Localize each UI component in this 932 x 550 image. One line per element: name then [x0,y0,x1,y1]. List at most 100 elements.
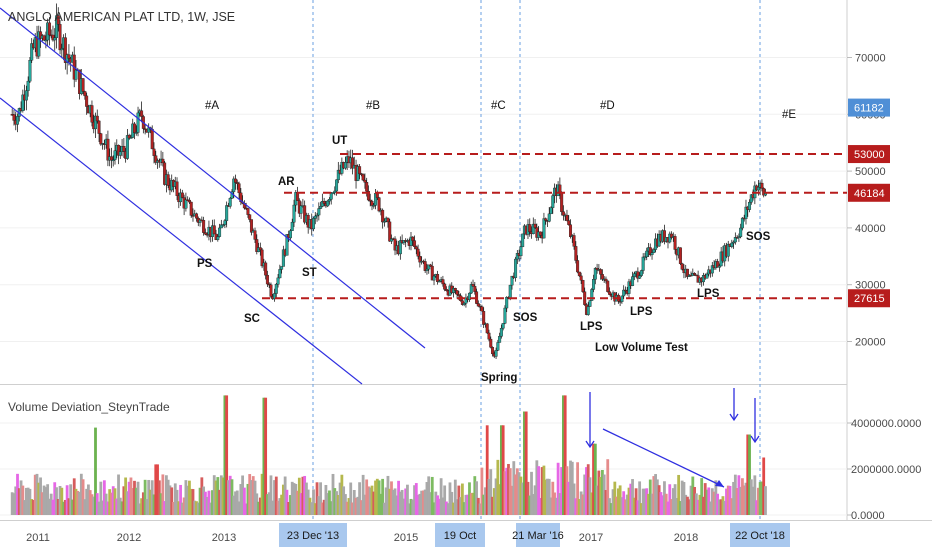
candle-body [732,241,736,244]
volume-bar [278,498,282,515]
candle-body [560,193,564,212]
candle-body [740,217,744,229]
volume-bar [585,467,588,515]
candle-body [39,31,43,39]
candle-body [278,269,282,279]
candle-body [333,190,337,193]
volume-bar [205,496,209,515]
candle-body [482,311,486,325]
candle-body [455,290,459,295]
volume-bar [588,477,592,515]
volume-bar [179,484,182,515]
volume-bar [218,489,221,515]
volume-bar [756,487,760,515]
volume-bar [606,459,610,515]
candle-body [248,214,252,220]
volume-bar [225,395,229,515]
volume-bar [689,485,693,515]
volume-bar [441,497,445,515]
volume-bar [253,480,257,515]
volume-bar [432,502,436,515]
candle-body [592,279,596,290]
candle-body [673,236,677,250]
candle-body [600,274,604,280]
candle-body [223,220,227,225]
candle-body [498,336,502,343]
volume-bar [99,481,103,515]
candle-body [551,195,555,208]
volume-bar [161,474,165,515]
candle-body [414,246,418,250]
candle-body [590,289,594,301]
volume-bar [164,475,168,515]
volume-bar [17,488,21,515]
volume-bar [207,490,211,515]
candle-body [189,201,193,216]
volume-bar [214,480,218,515]
candle-body [398,240,402,255]
channel-upper-line [0,7,426,349]
volume-bar [356,496,360,515]
volume-bar [737,475,741,515]
date-tag-label: 21 Mar '16 [512,530,564,542]
volume-bar [344,494,347,515]
candle-body [375,193,379,198]
vertical-date-lines [312,0,761,520]
volume-trendline [602,428,725,488]
volume-bar [624,499,627,515]
candle-body [544,218,548,221]
candle-body [180,192,184,198]
volume-bar [102,480,106,515]
volume-bar [78,491,81,515]
volume-bar [739,486,743,515]
price-tag-label: 46184 [854,188,885,200]
candle-body [386,217,390,223]
candle-body [315,214,319,217]
price-tags: 61182 53000 46184 27615 [848,98,890,308]
volume-bar [599,476,603,515]
candle-body [409,236,413,246]
volume-bar [764,486,767,515]
volume-bar [79,473,83,515]
candle-body [30,43,34,61]
date-tag-label: 22 Oct '18 [735,530,785,542]
time-tick-label: 2013 [212,532,236,544]
volume-bar [324,484,328,515]
volume-bar [572,483,576,515]
candle-body [716,261,720,268]
volume-bar [106,501,110,515]
volume-bar [390,481,393,515]
candle-body [730,242,734,247]
candle-body [184,199,188,209]
candle-body [117,144,121,156]
volume-bar [248,474,252,515]
volume-bar [305,482,308,515]
volume-bar [430,476,434,515]
volume-bar [542,465,546,515]
candle-body [744,206,748,219]
annotation-label: LPS [580,321,603,333]
volume-bar [485,425,489,515]
volume-bar [273,480,276,515]
volume-bar [641,488,645,515]
candle-body [423,261,427,271]
volume-bar [340,474,344,515]
volume-bar [602,474,606,515]
volume-bar [492,488,496,515]
horizontal-grid [0,57,847,516]
volume-bar [498,484,502,515]
volume-bar [680,480,684,515]
annotation-label: LPS [630,306,653,318]
candle-body [351,157,355,169]
volume-bar [118,497,122,515]
price-tag [848,145,890,164]
candle-body [710,265,714,274]
candle-body [267,283,271,286]
candle-body [432,275,436,281]
volume-bar [553,492,556,515]
volume-bar [16,473,19,515]
volume-bar [714,480,718,515]
volume-axis: 0.0000 2000000.0000 4000000.0000 [847,418,921,522]
volume-bar [184,480,188,515]
candle-body [670,233,674,238]
